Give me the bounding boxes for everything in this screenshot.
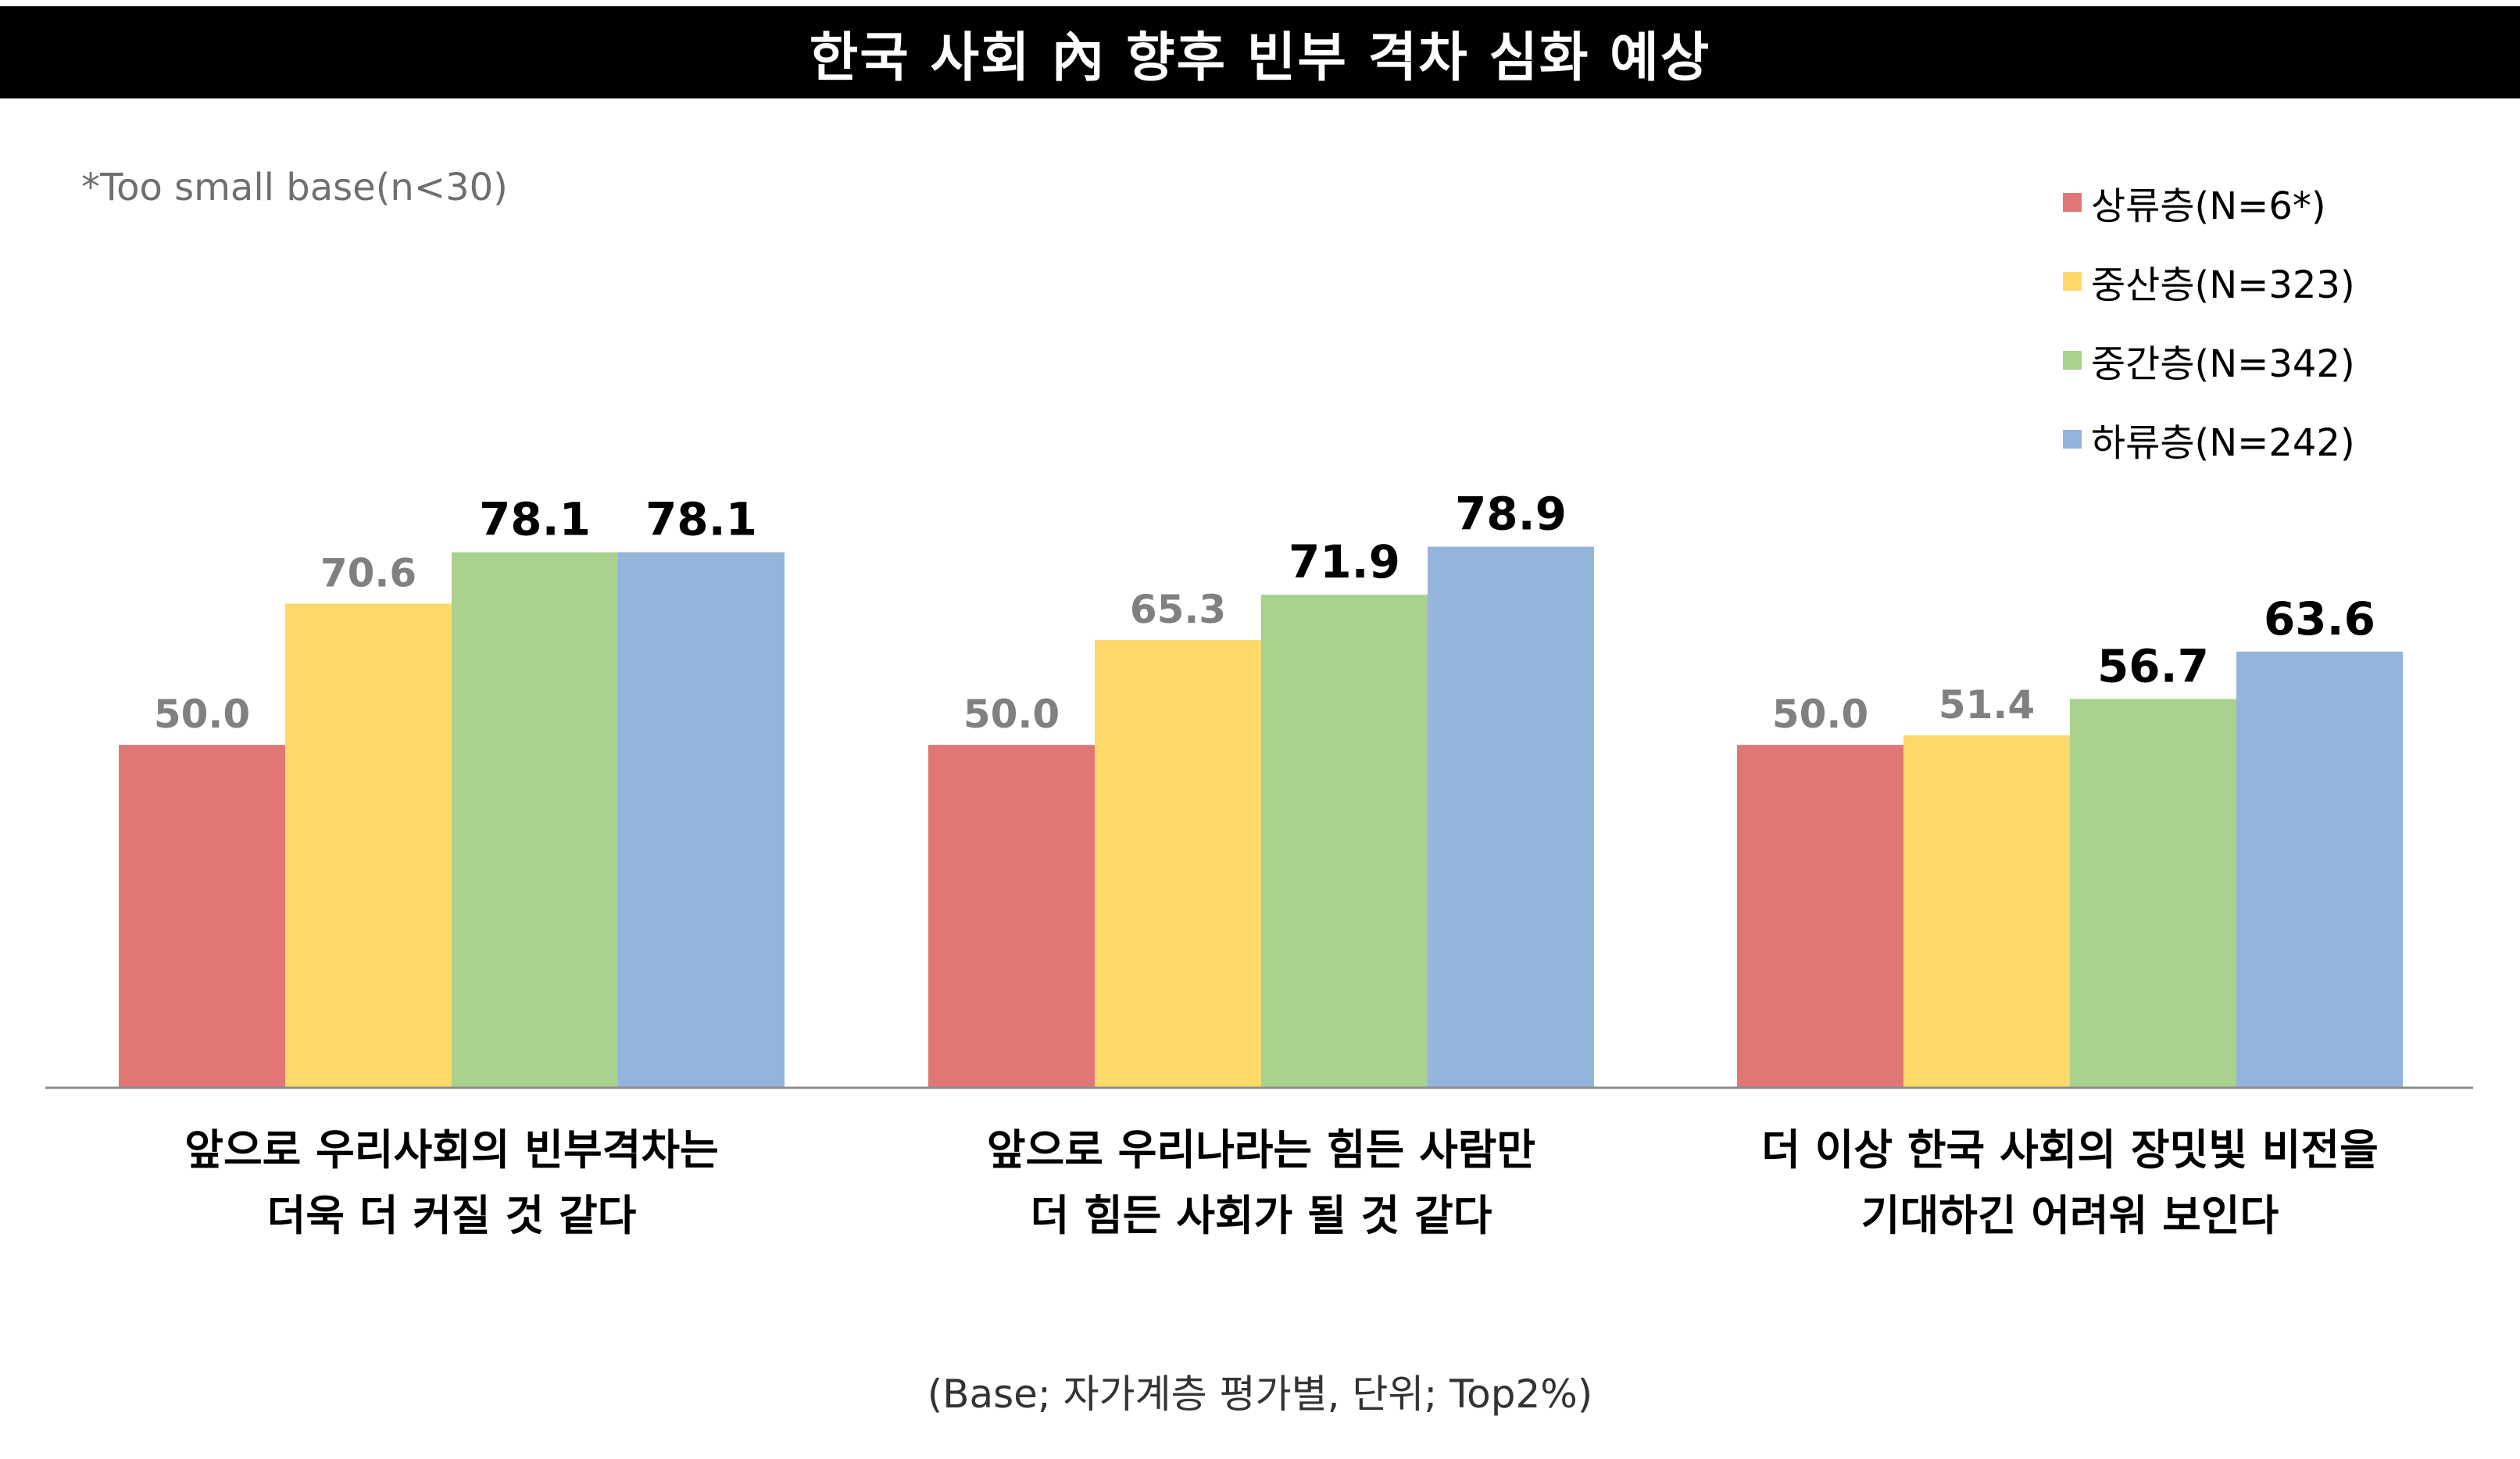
base-footnote: (Base; 자가계층 평가별, 단위; Top2%) <box>927 1371 1593 1417</box>
data-label-1-3: 78.1 <box>479 493 591 546</box>
legend-swatch-3 <box>2063 350 2082 370</box>
legend-swatch-1 <box>2063 192 2082 212</box>
legend-label-4: 하류층(N=242) <box>2091 420 2355 465</box>
category-label-3-line-2: 기대하긴 어려워 보인다 <box>1861 1191 2279 1240</box>
legend: 상류층(N=6*) 중산층(N=323) 중간층(N=342) 하류층(N=242) <box>2063 163 2355 478</box>
small-base-note: *Too small base(n<30) <box>81 166 508 209</box>
bar-1-4 <box>618 552 785 1088</box>
legend-item-2: 중산층(N=323) <box>2063 241 2355 320</box>
legend-item-1: 상류층(N=6*) <box>2063 163 2355 241</box>
data-label-1-1: 50.0 <box>154 692 250 737</box>
category-label-1-line-1: 앞으로 우리사회의 빈부격차는 <box>184 1125 718 1175</box>
bar-1-3 <box>452 552 618 1088</box>
legend-item-3: 중간층(N=342) <box>2063 320 2355 399</box>
category-label-2-line-2: 더 힘든 사회가 될 것 같다 <box>1031 1191 1492 1240</box>
legend-swatch-4 <box>2063 429 2082 449</box>
data-label-2-3: 71.9 <box>1289 535 1400 588</box>
data-label-3-4: 63.6 <box>2264 592 2375 645</box>
legend-label-3: 중간층(N=342) <box>2091 342 2355 386</box>
category-label-2-line-1: 앞으로 우리나라는 힘든 사람만 <box>987 1125 1535 1175</box>
bar-2-4 <box>1428 546 1594 1088</box>
data-label-1-4: 78.1 <box>645 493 757 546</box>
data-label-3-2: 51.4 <box>1939 682 2035 728</box>
title-bar: 한국 사회 內 향후 빈부 격차 심화 예상 <box>0 6 2520 98</box>
bar-3-3 <box>2070 699 2236 1088</box>
bar-1-2 <box>285 603 452 1088</box>
bar-1-1 <box>119 745 285 1088</box>
data-label-3-3: 56.7 <box>2097 639 2209 692</box>
data-label-2-2: 65.3 <box>1130 587 1226 632</box>
chart-title: 한국 사회 內 향후 빈부 격차 심화 예상 <box>809 27 1711 89</box>
data-label-2-1: 50.0 <box>963 692 1060 737</box>
data-label-1-2: 70.6 <box>320 550 416 595</box>
legend-item-4: 하류층(N=242) <box>2063 399 2355 478</box>
bar-2-3 <box>1261 595 1428 1088</box>
legend-label-2: 중산층(N=323) <box>2091 263 2355 307</box>
bar-3-4 <box>2236 651 2403 1088</box>
category-label-1-line-2: 더욱 더 커질 것 같다 <box>267 1191 637 1240</box>
bar-3-1 <box>1737 745 1903 1088</box>
bar-2-1 <box>928 745 1095 1088</box>
data-label-3-1: 50.0 <box>1772 692 1868 737</box>
bar-2-2 <box>1095 639 1261 1088</box>
category-label-3-line-1: 더 이상 한국 사회의 장밋빛 비전을 <box>1761 1125 2379 1175</box>
legend-label-1: 상류층(N=6*) <box>2091 184 2326 228</box>
data-label-2-4: 78.9 <box>1455 488 1567 541</box>
legend-swatch-2 <box>2063 271 2082 291</box>
bar-3-2 <box>1903 735 2070 1088</box>
